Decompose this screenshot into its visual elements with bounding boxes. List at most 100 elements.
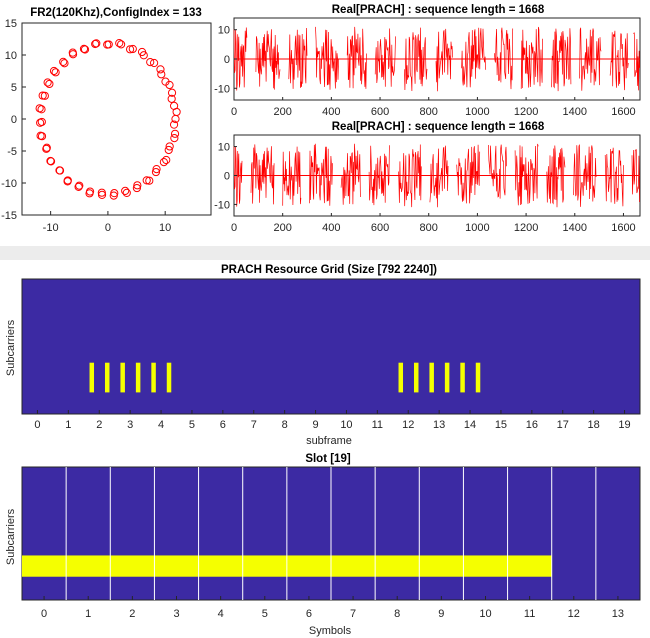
- resource-grid-background: [21, 278, 641, 415]
- resource-grid-xtick-label: 15: [495, 419, 507, 431]
- resource-grid-prach-block: [135, 362, 141, 393]
- resource-grid-prach-block: [89, 362, 95, 393]
- constellation-point: [40, 91, 49, 100]
- time-series-1-ytick-label: 10: [218, 25, 230, 37]
- resource-grid-prach-block: [104, 362, 110, 393]
- constellation-point: [137, 47, 147, 57]
- constellation-point: [169, 101, 179, 110]
- time-series-2-xtick-label: 1000: [465, 222, 489, 234]
- constellation-point: [170, 134, 179, 143]
- resource-grid-prach-block: [429, 362, 434, 393]
- constellation-point: [167, 94, 176, 103]
- constellation-point: [169, 120, 179, 129]
- time-series-1-ytick-label: -10: [214, 83, 230, 95]
- resource-grid-xtick-label: 8: [282, 419, 288, 431]
- slot-grid-xtick-label: 3: [173, 608, 179, 620]
- window-separator: [0, 246, 650, 260]
- constellation-point: [121, 186, 130, 195]
- constellation-plot: -10 0 10 15 10 5 0 -5 -10 -15: [1, 18, 212, 234]
- constellation-point: [117, 40, 126, 49]
- constellation-point: [91, 39, 100, 49]
- constellation-point: [164, 145, 173, 155]
- resource-grid-xtick-label: 17: [557, 419, 569, 431]
- resource-grid-xtick-label: 14: [464, 419, 476, 431]
- constellation-point: [167, 88, 177, 97]
- constellation-axes: [21, 22, 212, 216]
- constellation-point: [36, 131, 45, 140]
- resource-grid-prach-block: [460, 362, 465, 393]
- time-series-1-xtick-label: 1600: [611, 106, 635, 118]
- slot-grid-xtick-label: 12: [568, 608, 580, 620]
- resource-grid-prach-block: [166, 362, 172, 393]
- constellation-ytick-label: 0: [11, 114, 17, 126]
- constellation-point: [146, 58, 155, 67]
- slot-grid-xtick-label: 9: [438, 608, 444, 620]
- constellation-point: [63, 176, 72, 185]
- resource-grid-xtick-label: 2: [96, 419, 102, 431]
- resource-grid-xtick-label: 16: [526, 419, 538, 431]
- constellation-point: [152, 165, 161, 174]
- resource-grid-prach-block: [413, 362, 419, 393]
- time-series-2-burst-line: [233, 143, 640, 208]
- time-series-1-xtick-label: 200: [274, 106, 292, 118]
- resource-grid-xtick-label: 10: [340, 419, 352, 431]
- slot-grid-xtick-label: 2: [129, 608, 135, 620]
- constellation-point: [60, 59, 69, 68]
- constellation-point: [115, 39, 124, 48]
- slot-grid-xtick-label: 11: [524, 608, 535, 620]
- constellation-point: [75, 181, 84, 190]
- slot-grid-ylabel: Subcarriers: [5, 508, 17, 565]
- constellation-ytick-label: -15: [1, 210, 17, 222]
- resource-grid-xtick-label: 11: [372, 419, 383, 431]
- time-series-2-xtick-label: 0: [231, 222, 237, 234]
- constellation-point: [125, 45, 135, 54]
- time-series-1-title: Real[PRACH] : sequence length = 1668: [332, 4, 545, 16]
- constellation-point: [80, 45, 90, 54]
- resource-grid-xtick-label: 12: [402, 419, 414, 431]
- constellation-point: [142, 176, 151, 185]
- constellation-point: [122, 188, 131, 197]
- time-series-1-ytick-label: 0: [224, 54, 230, 66]
- constellation-point: [128, 44, 137, 54]
- constellation-point: [162, 155, 171, 165]
- time-series-2-title: Real[PRACH] : sequence length = 1668: [332, 121, 545, 133]
- constellation-title: FR2(120Khz),ConfigIndex = 133: [30, 7, 202, 19]
- constellation-point: [97, 190, 107, 200]
- constellation-point: [37, 117, 46, 127]
- constellation-point: [68, 50, 78, 59]
- resource-grid-prach-block: [475, 362, 481, 393]
- time-series-2-xtick-label: 1400: [563, 222, 587, 234]
- resource-grid-xtick-label: 19: [618, 419, 630, 431]
- time-series-2-xtick-label: 800: [420, 222, 438, 234]
- slot-grid-xtick-label: 1: [85, 608, 91, 620]
- time-series-2-xtick-label: 1200: [514, 222, 538, 234]
- constellation-point: [74, 182, 83, 192]
- resource-grid-title: PRACH Resource Grid (Size [792 2240]): [221, 264, 437, 276]
- slot-grid-xtick-label: 6: [306, 608, 312, 620]
- slot-grid-xtick-label: 7: [350, 608, 356, 620]
- constellation-point: [149, 58, 159, 68]
- time-series-1-xtick-label: 1400: [563, 106, 587, 118]
- slot-grid-title: Slot [19]: [305, 453, 351, 465]
- time-series-1-xtick-label: 800: [420, 106, 438, 118]
- constellation-point: [103, 40, 112, 49]
- constellation-point: [45, 79, 54, 89]
- constellation-point: [43, 78, 52, 87]
- time-series-1-xtick-label: 400: [322, 106, 340, 118]
- resource-grid-xtick-label: 18: [588, 419, 600, 431]
- time-series-1-xtick-label: 0: [231, 106, 237, 118]
- resource-grid-xtick-label: 13: [433, 419, 445, 431]
- constellation-point: [51, 68, 60, 77]
- constellation-point: [157, 70, 166, 79]
- constellation-ytick-label: 5: [11, 82, 17, 94]
- slot-grid-plot: 0 1 2 3 4 5 6 7 8 9 10 11 12 13: [21, 466, 641, 620]
- constellation-point: [170, 129, 180, 138]
- constellation-point: [132, 183, 142, 193]
- resource-grid-xtick-label: 1: [65, 419, 71, 431]
- time-series-2-xtick-label: 400: [322, 222, 340, 234]
- constellation-xtick-label: 0: [105, 222, 111, 234]
- constellation-ytick-label: 10: [5, 50, 17, 62]
- constellation-point: [161, 77, 170, 86]
- resource-grid-xtick-label: 6: [220, 419, 226, 431]
